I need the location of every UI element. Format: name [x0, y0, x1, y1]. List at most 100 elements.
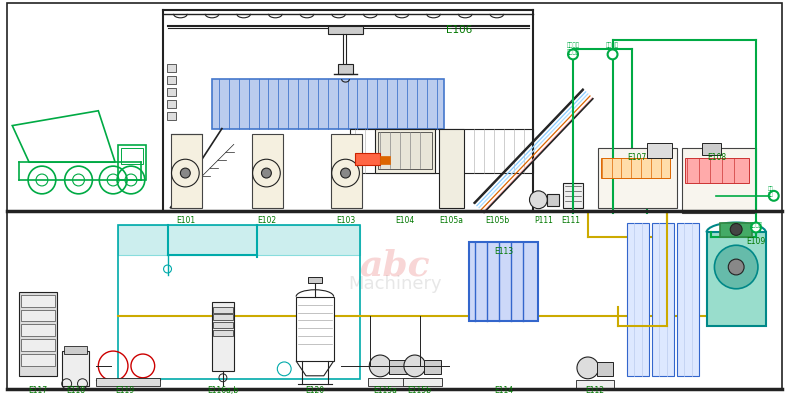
Bar	[118, 225, 361, 379]
Bar	[170, 133, 202, 208]
Bar	[21, 324, 54, 336]
Text: E115a: E115a	[373, 386, 397, 395]
Bar	[212, 302, 234, 371]
Bar	[701, 143, 721, 155]
Bar	[350, 129, 533, 173]
Bar	[62, 351, 89, 386]
Text: E112: E112	[585, 386, 604, 395]
Text: E101: E101	[176, 215, 195, 225]
Text: 蒸汽供给: 蒸汽供给	[567, 50, 579, 55]
Circle shape	[731, 223, 742, 235]
Text: E105a: E105a	[439, 215, 463, 225]
Bar	[685, 158, 749, 183]
Bar	[355, 153, 380, 165]
Bar	[121, 148, 143, 164]
Bar	[327, 26, 364, 34]
Circle shape	[181, 168, 190, 178]
Text: P111: P111	[534, 215, 553, 225]
Bar	[439, 129, 464, 208]
Text: E118: E118	[66, 386, 85, 395]
Bar	[166, 100, 177, 108]
Bar	[21, 295, 54, 307]
Bar	[331, 133, 362, 208]
Bar	[19, 292, 57, 376]
Bar	[627, 223, 649, 376]
Bar	[338, 64, 353, 74]
Bar	[720, 223, 752, 237]
Bar	[21, 310, 54, 322]
Bar	[64, 346, 88, 354]
Bar	[677, 223, 698, 376]
Text: E113: E113	[494, 247, 514, 256]
Text: E114: E114	[494, 386, 514, 395]
Text: E108: E108	[707, 153, 726, 162]
Text: E115b: E115b	[408, 386, 432, 395]
Text: E120: E120	[305, 386, 324, 395]
Text: abc: abc	[360, 248, 430, 282]
Bar	[424, 360, 442, 374]
Bar	[308, 277, 322, 283]
Bar	[213, 330, 233, 336]
Text: 蒸汽储罐: 蒸汽储罐	[750, 223, 762, 228]
Bar	[403, 378, 443, 386]
Circle shape	[369, 355, 391, 377]
Bar	[21, 339, 54, 351]
Text: Machinery: Machinery	[348, 275, 442, 293]
Text: E104: E104	[395, 215, 414, 225]
Bar	[576, 380, 614, 388]
Bar	[380, 156, 390, 164]
Bar	[213, 314, 233, 320]
Text: E107: E107	[628, 153, 647, 162]
Bar	[166, 112, 177, 120]
Polygon shape	[296, 361, 334, 376]
Circle shape	[751, 223, 761, 232]
Bar	[563, 183, 583, 208]
Text: E102: E102	[257, 215, 276, 225]
Bar	[118, 145, 146, 180]
Bar	[598, 148, 677, 208]
Bar	[378, 131, 432, 169]
Bar	[368, 378, 408, 386]
Circle shape	[568, 50, 578, 59]
Bar	[252, 133, 283, 208]
Bar	[600, 158, 670, 178]
Text: E109: E109	[746, 237, 765, 246]
Bar	[118, 225, 361, 255]
Bar	[389, 360, 407, 374]
Bar	[213, 307, 233, 312]
Bar	[596, 362, 612, 376]
Bar	[213, 322, 233, 328]
Text: E119: E119	[115, 386, 135, 395]
Circle shape	[608, 50, 618, 59]
Bar	[212, 79, 444, 129]
Circle shape	[529, 191, 548, 209]
Bar	[296, 297, 334, 361]
Circle shape	[714, 245, 758, 289]
Bar	[21, 354, 54, 366]
Text: E105b: E105b	[484, 215, 509, 225]
Bar	[96, 378, 159, 386]
Circle shape	[261, 168, 271, 178]
Text: E103: E103	[336, 215, 355, 225]
Text: 蒸汽供给: 蒸汽供给	[567, 42, 579, 48]
Bar	[706, 232, 766, 326]
Text: E111: E111	[562, 215, 581, 225]
Circle shape	[404, 355, 425, 377]
Bar	[166, 64, 177, 72]
Bar	[376, 129, 435, 173]
Circle shape	[577, 357, 599, 379]
Bar	[166, 88, 177, 96]
Bar	[647, 143, 672, 158]
Text: 毛油
输出: 毛油 输出	[768, 186, 774, 197]
Bar	[653, 223, 674, 376]
Bar	[469, 242, 538, 322]
Text: 蒸汽供给: 蒸汽供给	[606, 42, 619, 48]
Bar	[682, 148, 756, 213]
Circle shape	[728, 259, 744, 275]
Circle shape	[341, 168, 350, 178]
Text: E116a,b: E116a,b	[208, 386, 238, 395]
Circle shape	[768, 191, 779, 201]
Text: E106: E106	[446, 25, 473, 35]
Text: E117: E117	[28, 386, 47, 395]
Bar	[166, 76, 177, 84]
